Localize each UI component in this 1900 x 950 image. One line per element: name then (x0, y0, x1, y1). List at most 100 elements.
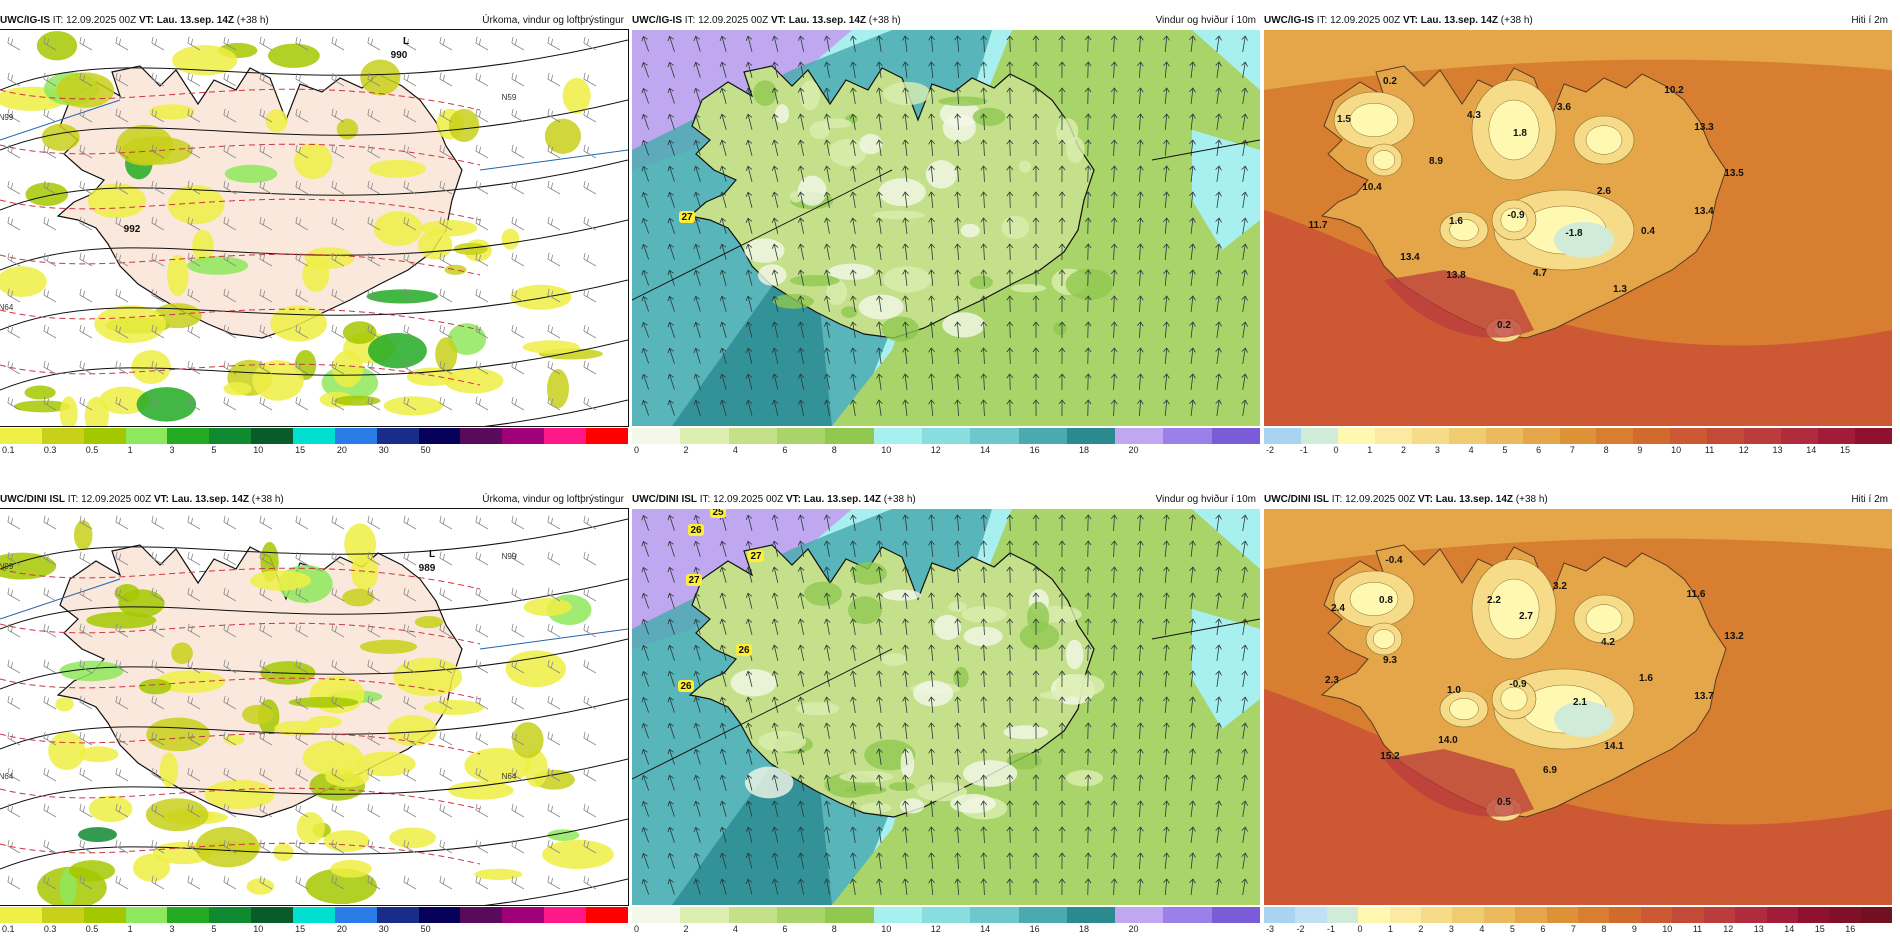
map-area[interactable]: -0.4 0.8 2.4 2.2 3.2 2.7 11.6 4.2 13.2 9.3 2.3 1.6 1… (1264, 509, 1892, 905)
colorbar-tick-label: 13 (1753, 924, 1764, 934)
colorbar-swatch (1163, 907, 1212, 923)
colorbar-tick-label: 18 (1079, 924, 1090, 934)
map-value-label: 2.4 (1331, 603, 1345, 614)
colorbar (0, 907, 628, 923)
colorbar-tick-label: 11 (1704, 445, 1715, 455)
colorbar-tick-label: 5 (1509, 924, 1515, 934)
colorbar-swatch (1829, 907, 1861, 923)
colorbar-tick-label: 14 (980, 924, 991, 934)
colorbar-swatch (921, 907, 971, 923)
colorbar-swatch (83, 428, 126, 444)
colorbar-swatch (680, 907, 729, 923)
lead-time: (+38 h) (866, 15, 901, 26)
colorbar-tick-label: 0.3 (43, 924, 57, 934)
colorbar-swatch (544, 907, 587, 923)
colorbar-tick-label: 12 (1723, 924, 1734, 934)
panel-bot-wind: UWC/DINI ISL IT: 12.09.2025 00Z VT: Lau.… (632, 493, 1261, 948)
map-area[interactable]: L 989 N99 N99 N64 N64 (0, 508, 629, 906)
map-value-label: 4.3 (1467, 110, 1481, 121)
colorbar-tick-label: 1 (127, 924, 133, 934)
panel-header: UWC/DINI ISL IT: 12.09.2025 00Z VT: Lau.… (632, 493, 1260, 507)
colorbar-swatch (167, 428, 210, 444)
colorbar-swatch (418, 907, 461, 923)
map-value-label: L (403, 36, 409, 47)
map-value-label: -0.4 (1385, 555, 1403, 566)
colorbar-ticks: -3 -2 -1 0 1 2 3 4 5 6 7 8 9 10 11 12 13 14 15 16 (1264, 924, 1892, 936)
panel-title: Hiti í 2m (1851, 15, 1888, 26)
colorbar-tick-label: 10 (1671, 445, 1682, 455)
colorbar-tick-label: 0 (1333, 445, 1339, 455)
colorbar-swatch (1596, 428, 1634, 444)
colorbar-tick-label: 15 (295, 924, 306, 934)
colorbar-tick-label: 6 (1540, 924, 1546, 934)
colorbar-swatch (1300, 428, 1338, 444)
colorbar-swatch (586, 907, 628, 923)
colorbar-tick-label: -1 (1299, 445, 1308, 455)
colorbar-swatch (502, 428, 545, 444)
colorbar-tick-label: -2 (1296, 924, 1305, 934)
colorbar-tick-label: -3 (1266, 924, 1275, 934)
map-area[interactable]: 27 (632, 30, 1260, 426)
colorbar-swatch (251, 907, 294, 923)
colorbar-tick-label: 0 (1357, 924, 1363, 934)
colorbar-swatch (1766, 907, 1798, 923)
colorbar-tick-label: 10 (253, 924, 264, 934)
map-area[interactable]: L 990 992 N99 N59 N64 (0, 29, 629, 427)
map-value-label: 1.0 (1447, 685, 1461, 696)
map-value-label: 1.3 (1613, 284, 1627, 295)
colorbar-swatch (1211, 428, 1261, 444)
colorbar-swatch (1115, 907, 1164, 923)
map-value-label: 2.6 (1597, 186, 1611, 197)
map-value-label: 990 (391, 50, 408, 61)
map-value-label: 13.7 (1694, 691, 1714, 702)
map-value-label: 14.1 (1604, 741, 1624, 752)
panel-top-precip: UWC/IG-IS IT: 12.09.2025 00Z VT: Lau. 13… (0, 14, 629, 469)
colorbar (632, 428, 1261, 444)
colorbar-tick-label: 7 (1570, 924, 1576, 934)
colorbar-tick-label: -2 (1266, 445, 1275, 455)
colorbar-swatch (1672, 907, 1704, 923)
map-value-label: 26 (680, 681, 692, 692)
map-value-label: 11.6 (1687, 589, 1706, 600)
colorbar-tick-label: 15 (1839, 445, 1850, 455)
colorbar-tick-label: 8 (831, 924, 837, 934)
colorbar-tick-label: 4 (1479, 924, 1485, 934)
colorbar-tick-label: 50 (420, 445, 431, 455)
init-time: IT: 12.09.2025 00Z (1329, 494, 1418, 505)
map-value-label: 0.8 (1379, 595, 1393, 606)
colorbar-swatch (873, 907, 922, 923)
colorbar-swatch (632, 907, 681, 923)
map-area[interactable]: 25 26 27 27 26 26 (632, 509, 1260, 905)
colorbar-tick-label: 4 (732, 924, 738, 934)
colorbar-swatch (1559, 428, 1597, 444)
map-value-label: N59 (502, 93, 517, 102)
colorbar-swatch (1703, 907, 1736, 923)
colorbar-tick-label: 9 (1631, 924, 1637, 934)
colorbar-tick-label: 0.1 (2, 445, 15, 455)
colorbar-swatch (1515, 907, 1547, 923)
colorbar (632, 907, 1261, 923)
colorbar-tick-label: 0 (634, 445, 640, 455)
lead-time: (+38 h) (1498, 15, 1533, 26)
colorbar-tick-label: 4 (732, 445, 738, 455)
panel-title: Hiti í 2m (1851, 494, 1888, 505)
colorbar-tick-label: 10 (881, 445, 892, 455)
map-value-label: 25 (712, 509, 724, 518)
map-value-label: 0.4 (1641, 226, 1655, 237)
colorbar-tick-label: 6 (782, 445, 788, 455)
colorbar-swatch (251, 428, 294, 444)
colorbar-swatch (418, 428, 461, 444)
colorbar-swatch (1448, 428, 1486, 444)
map-value-label: 0.2 (1497, 320, 1511, 331)
map-area[interactable]: 0.2 1.5 4.3 3.6 10.2 1.8 13.3 8.9 13.5 10.4 2.6 11.… (1264, 30, 1892, 426)
map-value-label: 2.2 (1487, 595, 1501, 606)
map-value-label: 4.2 (1601, 637, 1615, 648)
colorbar-swatch (586, 428, 628, 444)
colorbar-tick-label: 8 (831, 445, 837, 455)
colorbar-swatch (1640, 907, 1673, 923)
colorbar-tick-label: 14 (1806, 445, 1817, 455)
colorbar-swatch (825, 428, 874, 444)
map-value-label: N99 (0, 562, 14, 571)
colorbar-tick-label: 30 (378, 924, 389, 934)
colorbar-ticks: 0 2 4 6 8 10 12 14 16 18 20 (632, 924, 1260, 936)
